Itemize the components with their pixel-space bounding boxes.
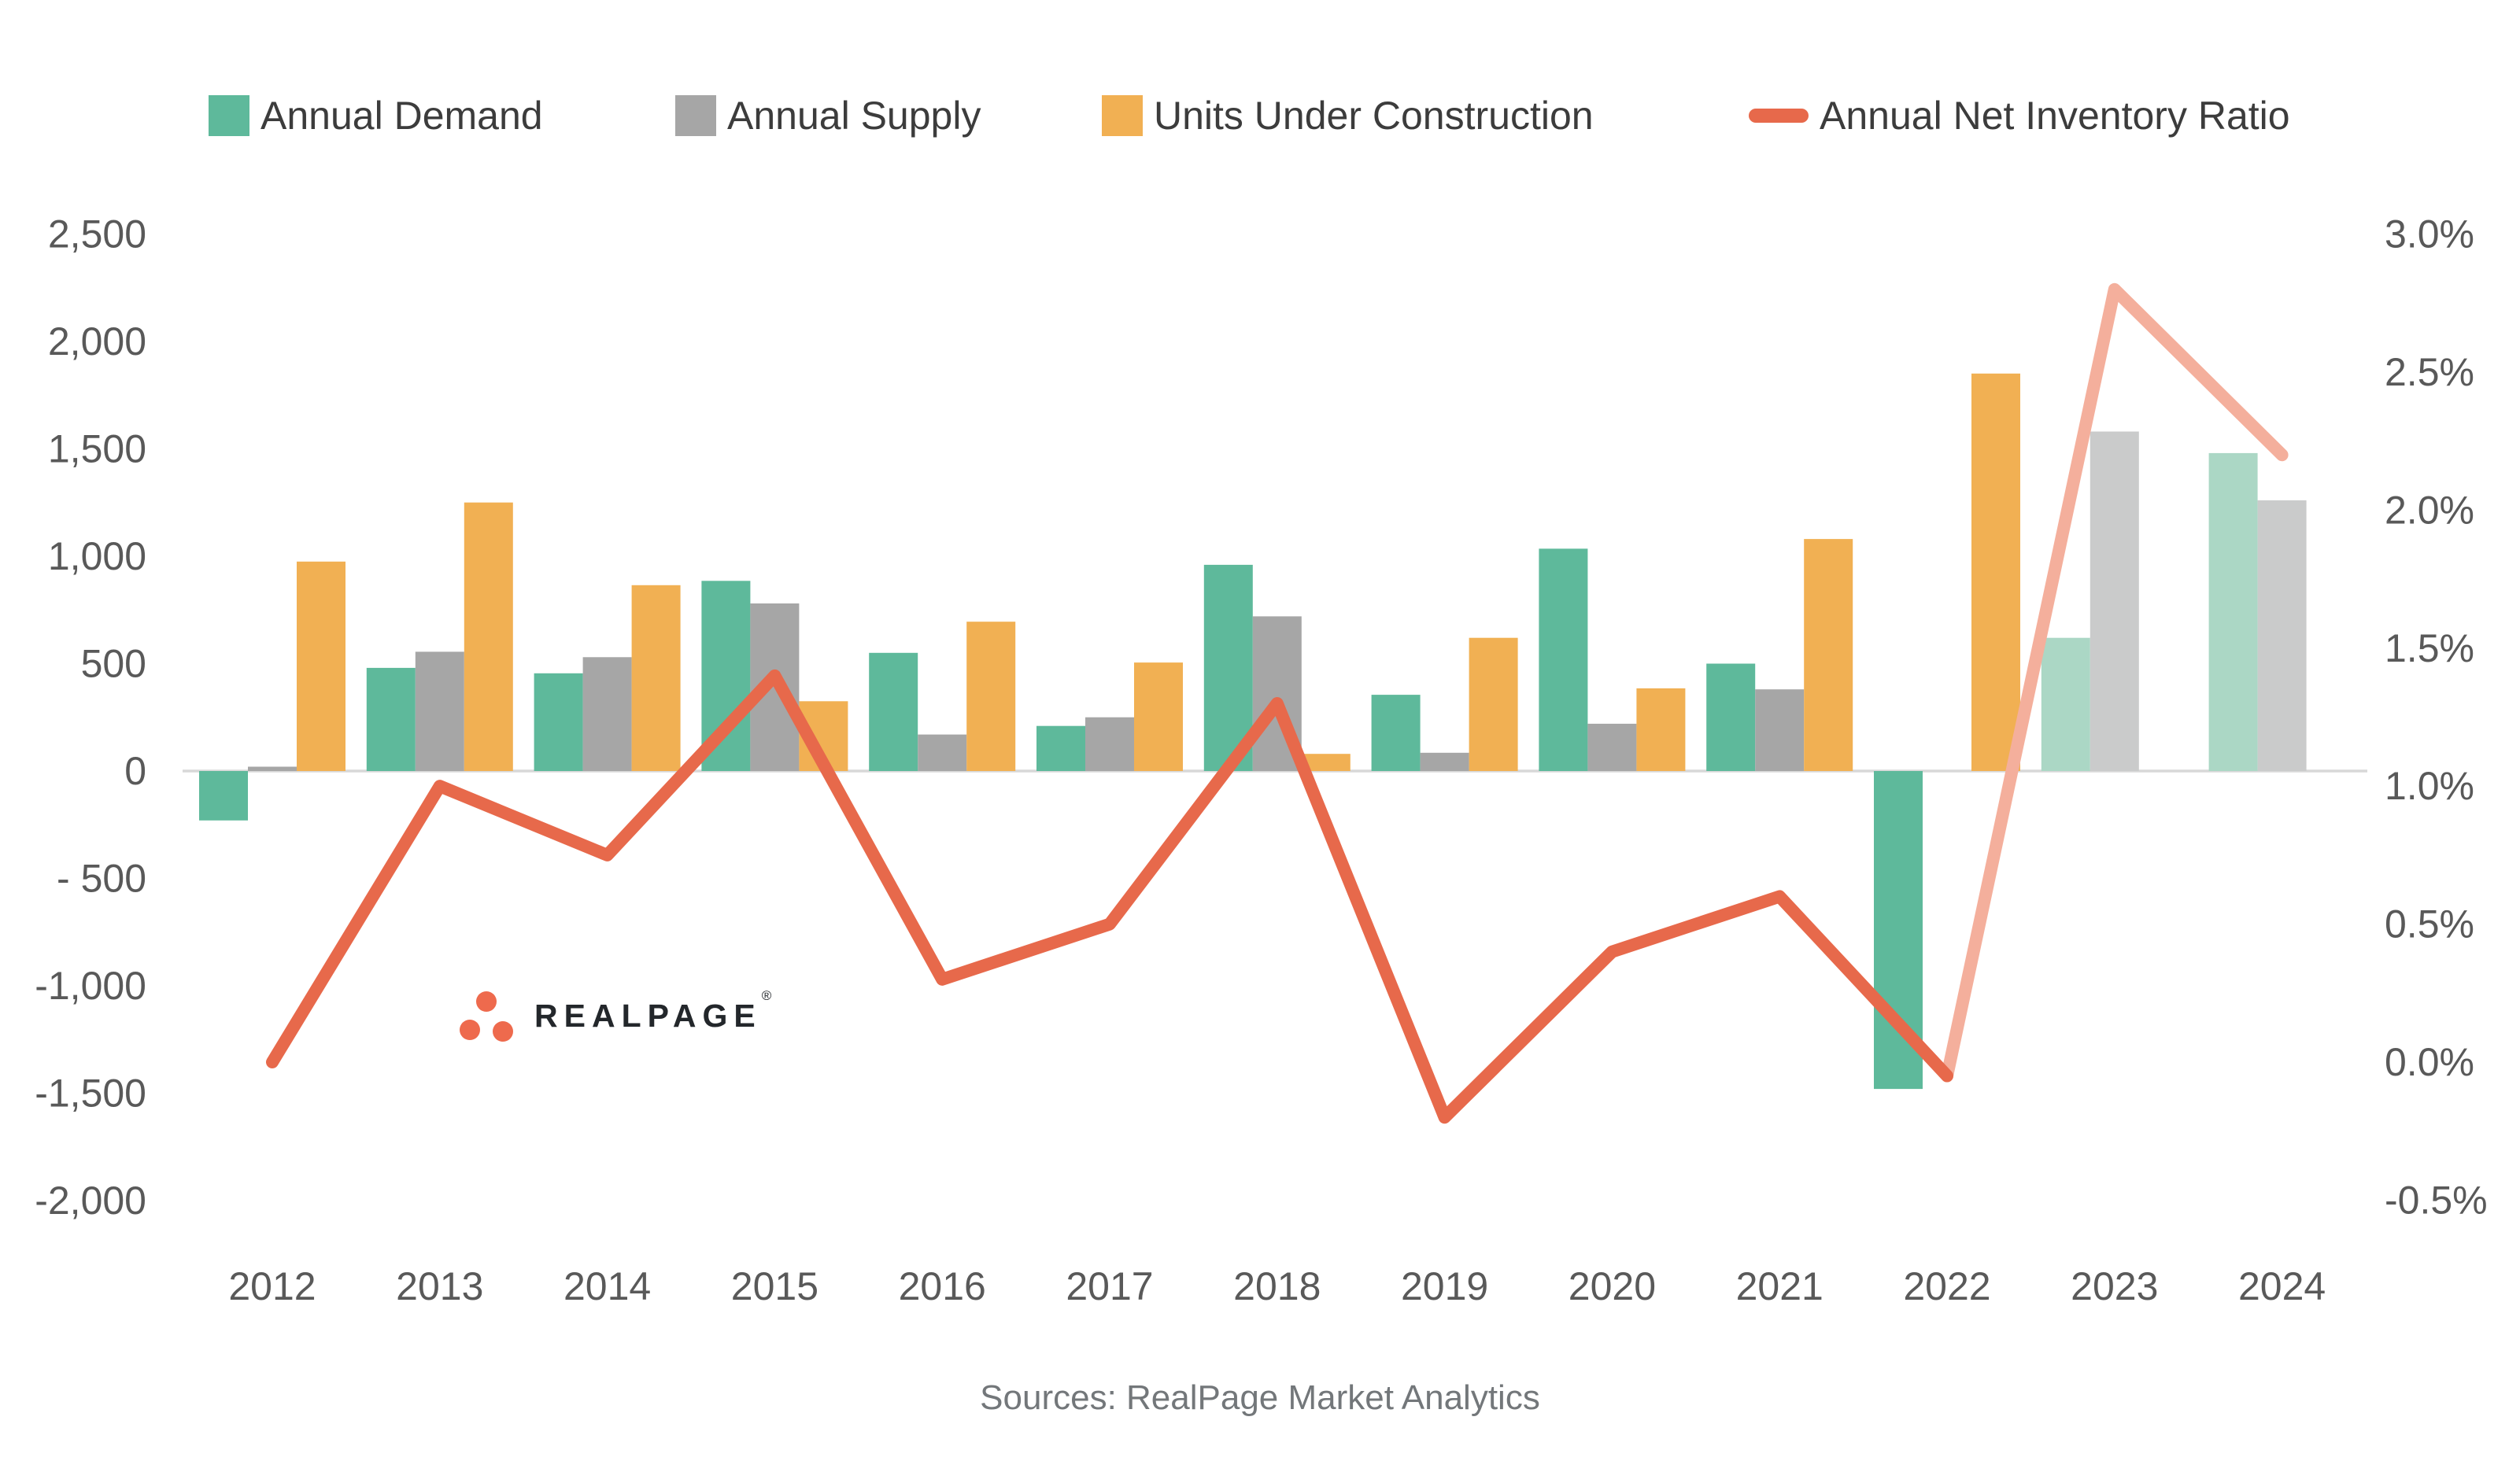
x-axis-label: 2014 [563,1264,651,1308]
bar [869,652,918,771]
bar [366,667,416,771]
legend-label: Units Under Construction [1154,94,1594,138]
right-axis-tick: 1.0% [2385,764,2474,808]
bar [1804,539,1853,771]
legend-line-marker [1749,109,1809,123]
left-axis-tick: 2,000 [48,319,146,363]
x-axis-label: 2023 [2071,1264,2158,1308]
ratio-line-forecast [1941,282,2289,1083]
watermark-realpage-logo: REALPAGE® [459,987,772,1042]
x-axis-labels: 2012 2013 2014 2015 2016 2017 2018 2019 2020 2021… [228,1264,2326,1308]
legend-swatch-annual-supply [675,95,716,136]
left-axis-tick: 500 [81,641,146,685]
legend-item-annual-net-inventory-ratio: Annual Net Inventory Ratio [1749,93,2290,138]
bar [966,622,1016,771]
bar [582,657,632,771]
legend-label: Annual Net Inventory Ratio [1820,94,2290,138]
x-axis-label: 2022 [1903,1264,1990,1308]
x-axis-label: 2017 [1066,1264,1153,1308]
legend-label: Annual Demand [260,94,543,138]
x-axis-label: 2021 [1736,1264,1823,1308]
bar [1636,688,1686,771]
legend-swatch-units-under-construction [1102,95,1143,136]
right-axis-tick: 0.0% [2385,1040,2474,1084]
legend-item-units-under-construction: Units Under Construction [1102,93,1594,138]
bar [2090,431,2139,771]
bar [1755,689,1805,771]
bar [2208,452,2258,771]
x-axis-label: 2024 [2238,1264,2326,1308]
left-axis-ticks: 2,500 2,000 1,500 1,000 500 0 - 500 -1,000 -1,50… [35,212,146,1223]
x-axis-label: 2019 [1401,1264,1488,1308]
realpage-dots-icon [460,991,513,1042]
bar [297,561,345,771]
right-axis-tick: 2.5% [2385,350,2474,394]
bar [1971,373,2020,771]
left-axis-tick: -2,000 [35,1179,146,1223]
right-axis-tick: 0.5% [2385,902,2474,946]
legend-swatch-annual-demand [209,95,249,136]
right-axis-ticks: 3.0% 2.5% 2.0% 1.5% 1.0% 0.5% 0.0% -0.5% [2385,212,2488,1223]
bar [415,651,464,771]
bar [918,734,967,771]
right-axis-tick: 1.5% [2385,626,2474,670]
bar [1587,723,1637,771]
bar [631,585,681,771]
bar [464,502,513,771]
bar [248,766,297,771]
bar [1420,752,1469,771]
left-axis-tick: -1,500 [35,1072,146,1116]
bar [534,673,583,771]
x-axis-label: 2013 [396,1264,483,1308]
bars-units-under-construction [297,373,2020,771]
source-caption: Sources: RealPage Market Analytics [980,1378,1540,1417]
legend-label: Annual Supply [727,94,981,138]
realpage-logo-text: REALPAGE® [534,987,772,1034]
legend-item-annual-demand: Annual Demand [209,93,543,138]
bar [2041,637,2090,771]
x-axis-label: 2016 [899,1264,986,1308]
bar [1134,662,1183,771]
left-axis-tick: 0 [124,749,146,793]
bar [1301,754,1351,771]
left-axis-tick: - 500 [57,857,146,901]
bar [1036,725,1085,771]
bar [199,771,248,821]
left-axis-tick: 1,500 [48,426,146,470]
right-axis-tick: -0.5% [2385,1178,2488,1222]
bar [1706,663,1756,771]
left-axis-tick: 2,500 [48,212,146,256]
bar [2257,500,2307,771]
x-axis-label: 2015 [731,1264,818,1308]
right-axis-tick: 2.0% [2385,488,2474,532]
legend-item-annual-supply: Annual Supply [675,93,981,138]
x-axis-label: 2012 [228,1264,316,1308]
bar [1085,717,1134,771]
ratio-line [266,669,1953,1124]
bar [1371,695,1421,771]
left-axis-tick: -1,000 [35,964,146,1008]
bar [1539,548,1588,771]
bar [1469,637,1518,771]
registered-mark: ® [761,987,772,1003]
right-axis-tick: 3.0% [2385,212,2474,256]
left-axis-tick: 1,000 [48,534,146,578]
x-axis-label: 2018 [1233,1264,1321,1308]
x-axis-label: 2020 [1569,1264,1656,1308]
